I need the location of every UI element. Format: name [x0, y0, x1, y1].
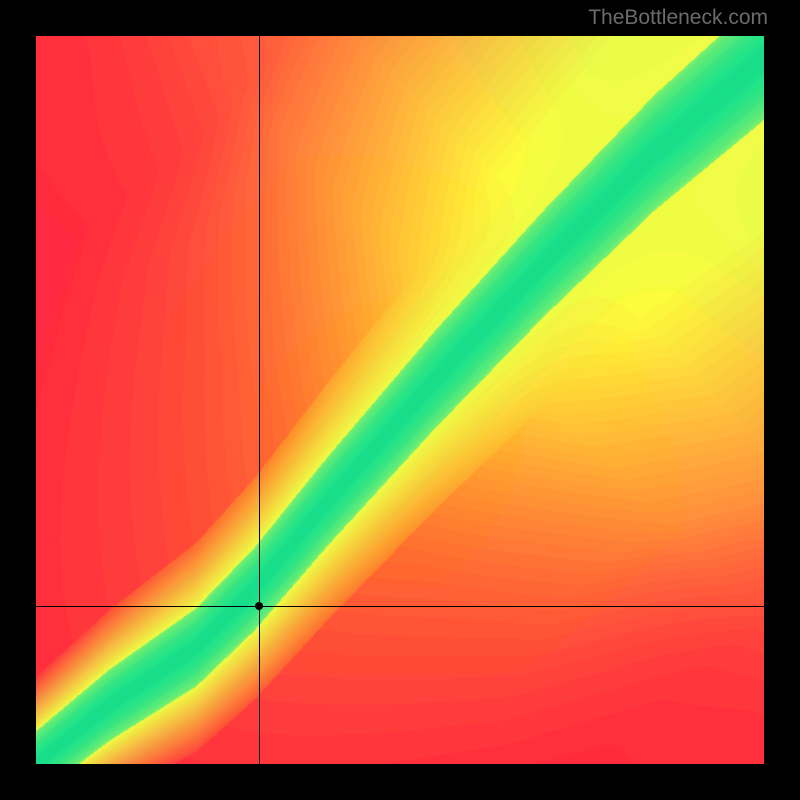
chart-container: TheBottleneck.com	[0, 0, 800, 800]
plot-area	[36, 36, 764, 764]
crosshair-vertical	[259, 36, 260, 764]
heatmap-canvas	[36, 36, 764, 764]
data-point-marker	[255, 602, 263, 610]
watermark-text: TheBottleneck.com	[588, 6, 768, 30]
crosshair-horizontal	[36, 606, 764, 607]
